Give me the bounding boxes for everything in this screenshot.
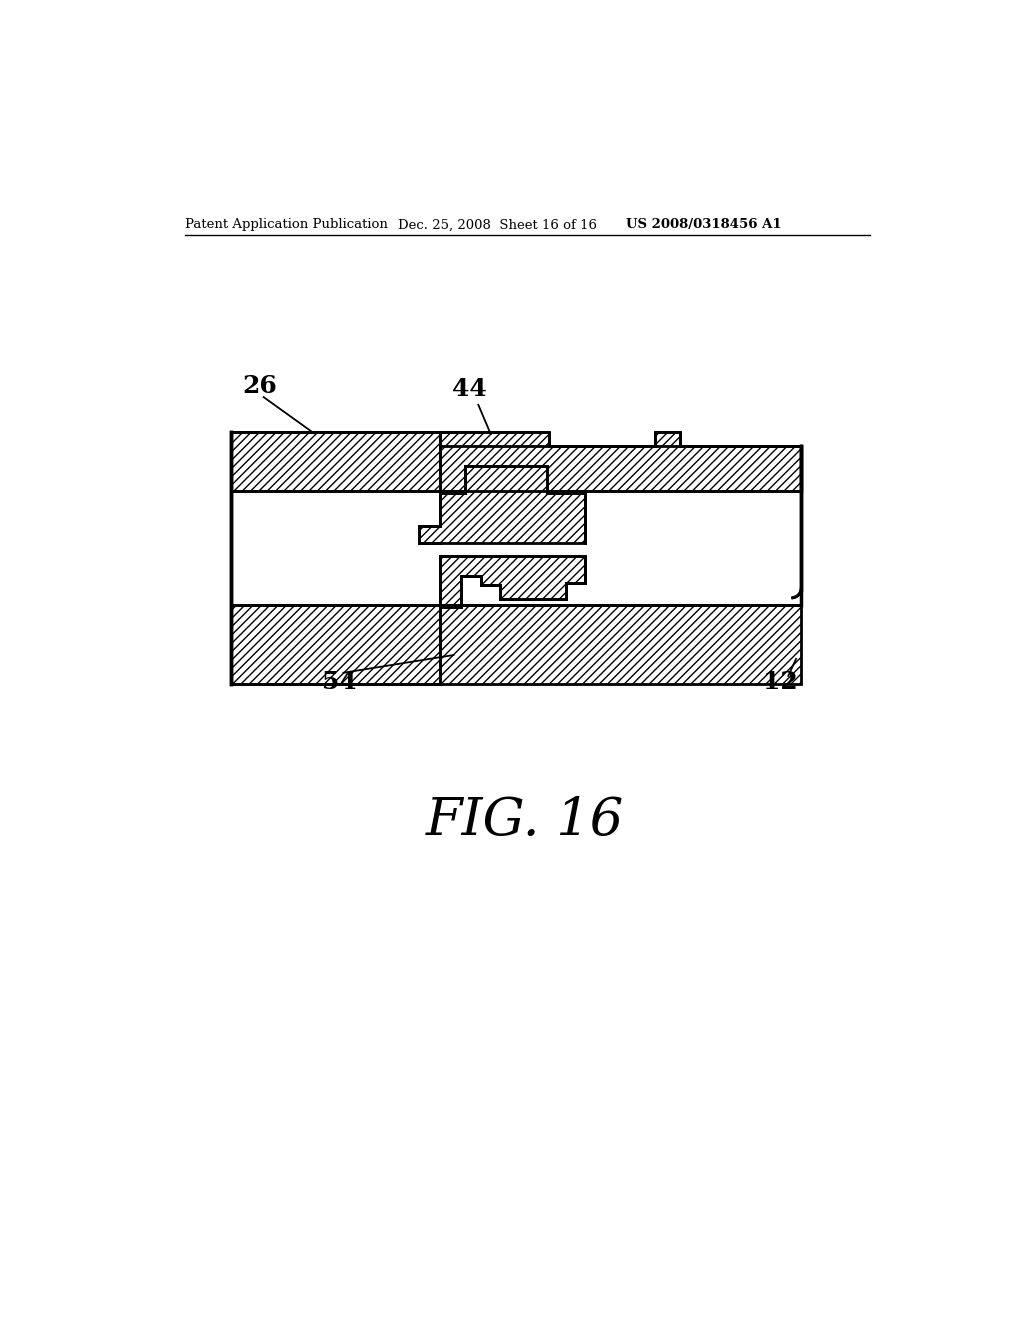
Polygon shape	[231, 432, 440, 491]
Text: Patent Application Publication: Patent Application Publication	[184, 218, 387, 231]
Polygon shape	[419, 466, 586, 544]
Text: FIG. 16: FIG. 16	[426, 795, 624, 846]
Polygon shape	[231, 491, 440, 605]
Polygon shape	[440, 491, 801, 605]
Polygon shape	[231, 605, 440, 684]
Polygon shape	[440, 432, 801, 491]
Text: 12: 12	[764, 671, 799, 694]
Text: 26: 26	[243, 374, 278, 397]
Polygon shape	[440, 605, 801, 684]
Text: US 2008/0318456 A1: US 2008/0318456 A1	[627, 218, 782, 231]
Text: Dec. 25, 2008  Sheet 16 of 16: Dec. 25, 2008 Sheet 16 of 16	[397, 218, 597, 231]
Polygon shape	[440, 556, 586, 607]
Text: 54: 54	[322, 671, 356, 694]
Text: 44: 44	[452, 378, 486, 401]
Polygon shape	[231, 491, 440, 605]
Polygon shape	[440, 491, 801, 605]
